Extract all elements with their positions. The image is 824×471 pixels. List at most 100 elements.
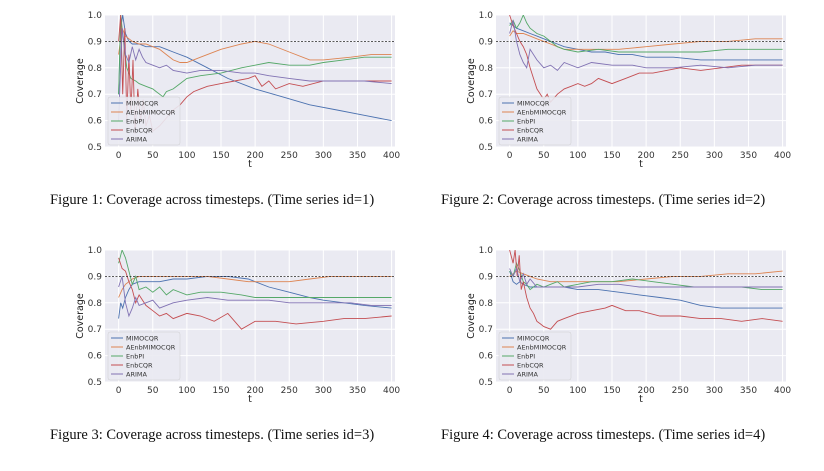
y-tick-label: 0.6 — [88, 352, 103, 362]
y-tick-label: 0.7 — [479, 90, 493, 100]
x-axis-label: t — [248, 159, 252, 170]
x-tick-label: 350 — [740, 386, 757, 396]
series-line-enbcqr — [118, 257, 392, 330]
x-axis-label: t — [639, 159, 643, 170]
x-tick-label: 300 — [706, 151, 723, 161]
legend-label-enbpi: EnbPI — [517, 117, 535, 125]
y-axis-label: Coverage — [75, 58, 86, 104]
figure-3: 0 50 100 150 200 250 300 350 400 0.5 0.6 0.7 0.8 0.9 1… — [45, 246, 445, 470]
y-tick-label: 0.7 — [479, 325, 493, 335]
legend-label-mimocqr: MIMOCQR — [126, 334, 159, 342]
series-line-enbcqr — [509, 15, 783, 103]
legend-box — [107, 331, 181, 381]
series-group — [496, 15, 786, 103]
x-tick-label: 150 — [212, 386, 229, 396]
x-tick-label: 0 — [507, 151, 513, 161]
x-tick-label: 250 — [281, 386, 298, 396]
legend-label-enbcqr: EnbCQR — [517, 126, 544, 134]
x-axis-label: t — [639, 394, 643, 405]
x-tick-label: 150 — [212, 151, 229, 161]
x-tick-label: 300 — [706, 386, 723, 396]
legend-label-aenbmimocqr: AEnbMIMOCQR — [517, 343, 567, 351]
y-tick-label: 0.5 — [479, 143, 493, 153]
figure-2-caption: Figure 2: Coverage across timesteps. (Ti… — [441, 192, 766, 208]
y-tick-label: 0.5 — [88, 378, 102, 388]
y-axis-label: Coverage — [75, 293, 86, 339]
series-line-arima — [509, 20, 783, 72]
x-tick-label: 250 — [672, 386, 689, 396]
x-tick-label: 400 — [383, 386, 400, 396]
y-tick-label: 1.0 — [479, 246, 494, 256]
legend-label-aenbmimocqr: AEnbMIMOCQR — [517, 108, 567, 116]
series-group — [496, 250, 786, 330]
x-tick-label: 150 — [603, 386, 620, 396]
y-tick-label: 0.9 — [88, 272, 103, 282]
legend-label-mimocqr: MIMOCQR — [517, 99, 550, 107]
figure-2: 0 50 100 150 200 250 300 350 400 0.5 0.6 0.7 0.8 0.9 1… — [436, 11, 824, 235]
legend-label-arima: ARIMA — [126, 370, 147, 378]
legend-box — [107, 96, 181, 146]
x-tick-label: 150 — [603, 151, 620, 161]
x-tick-label: 100 — [178, 386, 195, 396]
x-tick-label: 50 — [147, 151, 159, 161]
series-line-mimocqr — [118, 275, 392, 319]
figure-1: 0 50 100 150 200 250 300 350 400 0.5 0.6 0.7 0.8 0.9 1… — [45, 11, 445, 235]
x-tick-label: 200 — [638, 386, 655, 396]
series-group — [105, 250, 395, 330]
legend-box — [498, 96, 572, 146]
x-tick-label: 0 — [116, 151, 122, 161]
legend-label-enbcqr: EnbCQR — [126, 126, 153, 134]
figure-3-caption: Figure 3: Coverage across timesteps. (Ti… — [50, 427, 375, 443]
y-tick-label: 1.0 — [88, 246, 103, 256]
x-tick-label: 400 — [383, 151, 400, 161]
chart-3: 0 50 100 150 200 250 300 350 400 0.5 0.6 0.7 0.8 0.9 1… — [75, 246, 400, 405]
y-tick-label: 0.8 — [88, 299, 103, 309]
series-line-arima — [118, 276, 392, 318]
series-line-aenbmimocqr — [118, 26, 392, 63]
x-tick-label: 200 — [247, 386, 264, 396]
chart-2: 0 50 100 150 200 250 300 350 400 0.5 0.6 0.7 0.8 0.9 1… — [466, 11, 791, 170]
legend-label-mimocqr: MIMOCQR — [126, 99, 159, 107]
legend-label-enbpi: EnbPI — [126, 352, 144, 360]
y-tick-label: 0.5 — [88, 143, 102, 153]
legend-label-aenbmimocqr: AEnbMIMOCQR — [126, 108, 176, 116]
series-line-aenbmimocqr — [509, 270, 783, 283]
series-line-enbpi — [118, 250, 392, 298]
y-tick-label: 0.8 — [479, 299, 494, 309]
figure-1-caption: Figure 1: Coverage across timesteps. (Ti… — [50, 192, 375, 208]
x-tick-label: 100 — [178, 151, 195, 161]
legend-label-enbpi: EnbPI — [517, 352, 535, 360]
x-tick-label: 50 — [538, 386, 550, 396]
x-tick-label: 300 — [315, 386, 332, 396]
y-tick-label: 1.0 — [88, 11, 103, 21]
x-tick-label: 250 — [672, 151, 689, 161]
series-line-arima — [509, 267, 783, 288]
legend-label-mimocqr: MIMOCQR — [517, 334, 550, 342]
legend-label-enbcqr: EnbCQR — [517, 361, 544, 369]
series-line-arima — [118, 28, 392, 121]
legend-label-enbpi: EnbPI — [126, 117, 144, 125]
x-tick-label: 350 — [349, 151, 366, 161]
x-tick-label: 50 — [147, 386, 159, 396]
y-tick-label: 0.8 — [88, 64, 103, 74]
y-tick-label: 0.8 — [479, 64, 494, 74]
y-tick-label: 0.6 — [479, 352, 494, 362]
y-tick-label: 0.9 — [479, 37, 494, 47]
chart-1: 0 50 100 150 200 250 300 350 400 0.5 0.6 0.7 0.8 0.9 1… — [75, 11, 400, 170]
legend-label-arima: ARIMA — [126, 135, 147, 143]
x-tick-label: 350 — [349, 386, 366, 396]
x-tick-label: 0 — [507, 386, 513, 396]
y-tick-label: 0.6 — [88, 117, 103, 127]
series-line-enbcqr — [509, 250, 783, 330]
x-tick-label: 100 — [569, 151, 586, 161]
x-tick-label: 400 — [774, 151, 791, 161]
legend-label-aenbmimocqr: AEnbMIMOCQR — [126, 343, 176, 351]
legend-label-arima: ARIMA — [517, 370, 538, 378]
x-tick-label: 400 — [774, 386, 791, 396]
y-tick-label: 0.6 — [479, 117, 494, 127]
y-axis-label: Coverage — [466, 58, 477, 104]
x-tick-label: 250 — [281, 151, 298, 161]
x-tick-label: 0 — [116, 386, 122, 396]
x-tick-label: 200 — [638, 151, 655, 161]
x-tick-label: 200 — [247, 151, 264, 161]
